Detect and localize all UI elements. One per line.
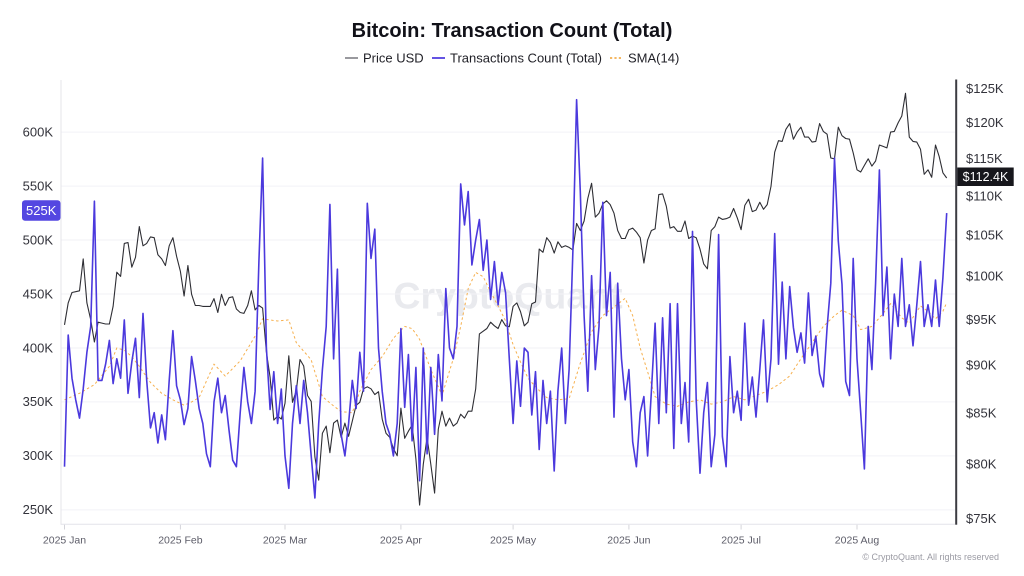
svg-text:400K: 400K — [23, 340, 54, 355]
svg-text:2025 Mar: 2025 Mar — [263, 535, 308, 547]
svg-text:$95K: $95K — [966, 312, 997, 327]
svg-text:$120K: $120K — [966, 115, 1004, 130]
svg-text:$80K: $80K — [966, 457, 997, 472]
svg-text:2025 Jul: 2025 Jul — [721, 535, 761, 547]
svg-text:$105K: $105K — [966, 228, 1004, 243]
svg-text:$125K: $125K — [966, 81, 1004, 96]
svg-text:450K: 450K — [23, 286, 54, 301]
svg-text:$115K: $115K — [966, 151, 1003, 166]
svg-text:2025 Apr: 2025 Apr — [380, 535, 423, 547]
svg-text:2025 Jun: 2025 Jun — [607, 535, 650, 547]
svg-text:2025 Feb: 2025 Feb — [158, 535, 203, 547]
svg-text:500K: 500K — [23, 232, 54, 247]
svg-text:350K: 350K — [23, 394, 54, 409]
svg-text:600K: 600K — [23, 124, 54, 139]
svg-text:$75K: $75K — [966, 511, 997, 526]
svg-text:Transactions Count (Total): Transactions Count (Total) — [450, 51, 602, 66]
svg-text:CryptoQuant: CryptoQuant — [393, 275, 623, 317]
svg-text:© CryptoQuant. All rights rese: © CryptoQuant. All rights reserved — [862, 552, 999, 562]
svg-text:550K: 550K — [23, 178, 54, 193]
svg-text:2025 May: 2025 May — [490, 535, 537, 547]
svg-text:SMA(14): SMA(14) — [628, 51, 679, 66]
svg-text:Bitcoin: Transaction Count (To: Bitcoin: Transaction Count (Total) — [352, 20, 673, 42]
svg-text:$90K: $90K — [966, 357, 997, 372]
svg-text:525K: 525K — [26, 203, 57, 218]
svg-text:$85K: $85K — [966, 406, 997, 421]
svg-text:$100K: $100K — [966, 269, 1004, 284]
svg-text:2025 Jan: 2025 Jan — [43, 535, 86, 547]
svg-text:300K: 300K — [23, 448, 54, 463]
svg-text:Price USD: Price USD — [363, 51, 424, 66]
svg-text:$112.4K: $112.4K — [963, 170, 1009, 184]
svg-text:2025 Aug: 2025 Aug — [835, 535, 880, 547]
svg-text:250K: 250K — [23, 502, 54, 517]
svg-text:$110K: $110K — [966, 189, 1003, 204]
